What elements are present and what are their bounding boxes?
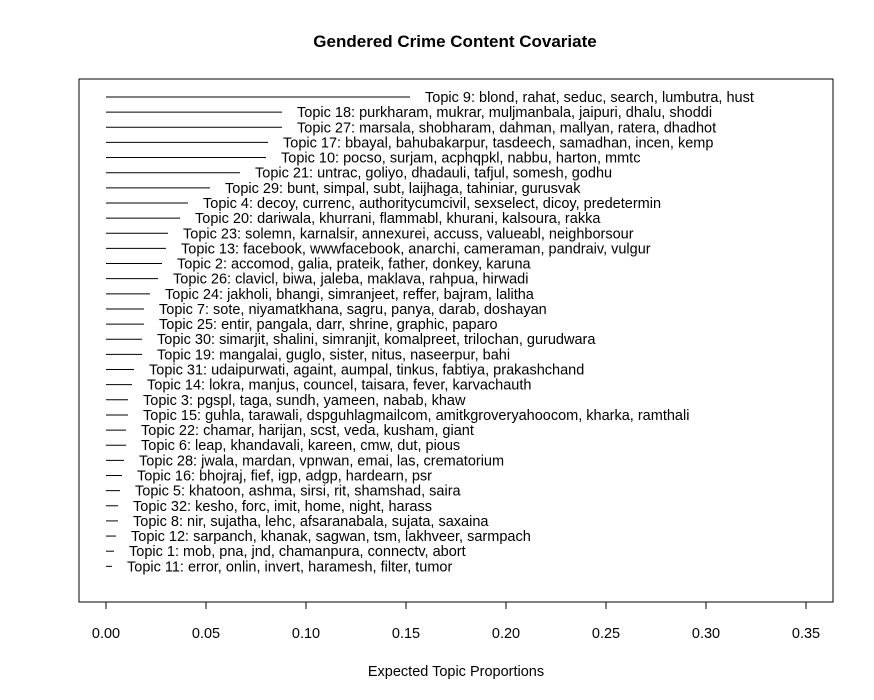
bar-label: Topic 10: pocso, surjam, acphqpkl, nabbu…: [281, 151, 640, 167]
bar-label: Topic 15: guhla, tarawali, dspguhlagmail…: [143, 408, 689, 424]
bar-label: Topic 7: sote, niyamatkhana, sagru, pany…: [159, 302, 547, 318]
bar-label: Topic 16: bhojraj, fief, igp, adgp, hard…: [137, 469, 432, 485]
x-tick-label: 0.25: [592, 626, 620, 642]
bar-label: Topic 14: lokra, manjus, councel, taisar…: [147, 378, 531, 394]
bar-label: Topic 12: sarpanch, khanak, sagwan, tsm,…: [131, 529, 531, 545]
bars-group: [106, 96, 410, 567]
x-tick-label: 0.00: [92, 626, 120, 642]
bar-label: Topic 8: nir, sujatha, lehc, afsaranabal…: [133, 514, 489, 530]
bar-label: Topic 27: marsala, shobharam, dahman, ma…: [297, 120, 716, 136]
labels-group: Topic 9: blond, rahat, seduc, search, lu…: [127, 90, 754, 575]
bar-label: Topic 1: mob, pna, jnd, chamanpura, conn…: [129, 544, 466, 560]
x-tick-label: 0.20: [492, 626, 520, 642]
x-tick-label: 0.05: [192, 626, 220, 642]
x-axis: 0.00 0.05 0.10 0.15 0.20 0.25 0.30 0.35: [92, 601, 820, 642]
bar-label: Topic 21: untrac, goliyo, dhadauli, tafj…: [255, 166, 612, 182]
bar-label: Topic 28: jwala, mardan, vpnwan, emai, l…: [139, 453, 504, 469]
x-tick-label: 0.10: [292, 626, 320, 642]
x-tick-label: 0.35: [792, 626, 820, 642]
bar-label: Topic 19: mangalai, guglo, sister, nitus…: [157, 347, 510, 363]
bar-label: Topic 5: khatoon, ashma, sirsi, rit, sha…: [135, 484, 462, 500]
x-tick-label: 0.15: [392, 626, 420, 642]
bar-label: Topic 26: clavicl, biwa, jaleba, maklava…: [173, 272, 528, 288]
bar-label: Topic 17: bbayal, bahubakarpur, tasdeech…: [283, 135, 713, 151]
bar-label: Topic 30: simarjit, shalini, simranjit, …: [157, 332, 596, 348]
bar-label: Topic 32: kesho, forc, imit, home, night…: [133, 499, 432, 515]
bar-label: Topic 2: accomod, galia, prateik, father…: [177, 257, 532, 273]
bar-label: Topic 18: purkharam, mukrar, muljmanbala…: [297, 105, 712, 121]
x-axis-title: Expected Topic Proportions: [368, 664, 544, 680]
bar-label: Topic 24: jakholi, bhangi, simranjeet, r…: [165, 287, 535, 303]
bar-label: Topic 11: error, onlin, invert, haramesh…: [127, 559, 452, 575]
bar-label: Topic 4: decoy, currenc, authoritycumciv…: [203, 196, 661, 212]
bar-label: Topic 9: blond, rahat, seduc, search, lu…: [425, 90, 754, 106]
bar-label: Topic 13: facebook, wwwfacebook, anarchi…: [181, 241, 651, 257]
bar-label: Topic 31: udaipurwati, againt, aumpal, t…: [149, 363, 584, 379]
bar-label: Topic 6: leap, khandavali, kareen, cmw, …: [141, 438, 460, 454]
bar-label: Topic 23: solemn, karnalsir, annexurei, …: [183, 226, 634, 242]
bar-label: Topic 20: dariwala, khurrani, flammabl, …: [195, 211, 601, 227]
bar-label: Topic 25: entir, pangala, darr, shrine, …: [159, 317, 498, 333]
bar-label: Topic 29: bunt, simpal, subt, laijhaga, …: [225, 181, 581, 197]
chart-title: Gendered Crime Content Covariate: [313, 32, 596, 51]
bar-label: Topic 22: chamar, harijan, scst, veda, k…: [141, 423, 474, 439]
bar-label: Topic 3: pgspl, taga, sundh, yameen, nab…: [143, 393, 466, 409]
x-tick-label: 0.30: [692, 626, 720, 642]
